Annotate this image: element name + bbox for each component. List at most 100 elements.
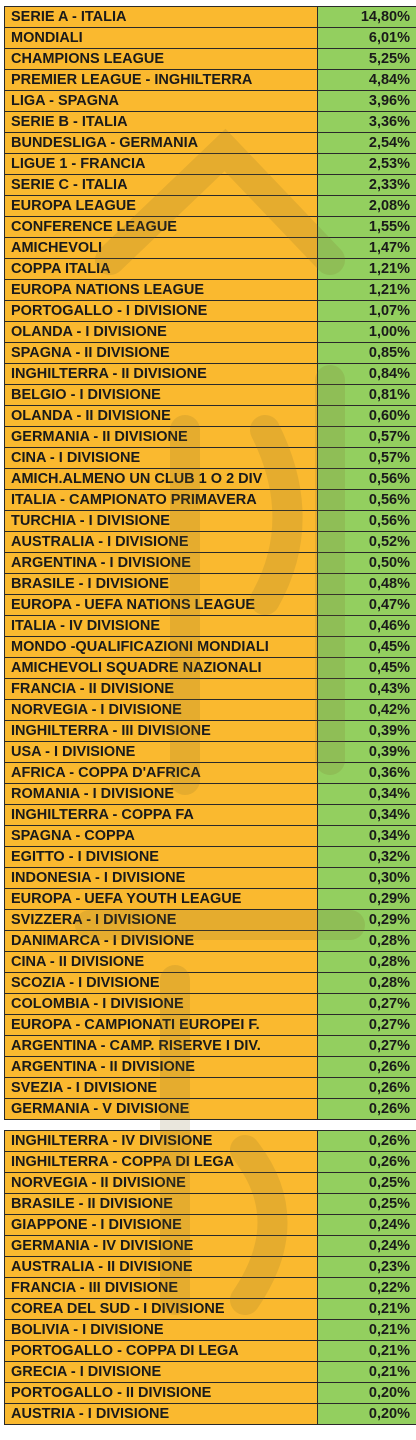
league-percentage-tables: SERIE A - ITALIA 14,80% MONDIALI 6,01% CHAMP… bbox=[4, 6, 416, 1425]
league-percentage-cell: 0,25% bbox=[317, 1193, 416, 1215]
league-percentage-cell: 0,52% bbox=[317, 531, 416, 553]
table-row: BELGIO - I DIVISIONE 0,81% bbox=[4, 384, 416, 406]
table-row: INGHILTERRA - II DIVISIONE 0,84% bbox=[4, 363, 416, 385]
league-name-cell: CINA - I DIVISIONE bbox=[4, 447, 318, 469]
league-name-cell: PORTOGALLO - II DIVISIONE bbox=[4, 1382, 318, 1404]
league-percentage-cell: 0,28% bbox=[317, 972, 416, 994]
league-name-cell: EUROPA - UEFA YOUTH LEAGUE bbox=[4, 888, 318, 910]
league-percentage-cell: 0,26% bbox=[317, 1077, 416, 1099]
league-name-cell: PREMIER LEAGUE - INGHILTERRA bbox=[4, 69, 318, 91]
league-percentage-cell: 1,47% bbox=[317, 237, 416, 259]
league-name-cell: SERIE B - ITALIA bbox=[4, 111, 318, 133]
table-gap bbox=[4, 1120, 408, 1130]
league-name-cell: MONDIALI bbox=[4, 27, 318, 49]
table-row: ITALIA - IV DIVISIONE 0,46% bbox=[4, 615, 416, 637]
league-name-cell: INDONESIA - I DIVISIONE bbox=[4, 867, 318, 889]
league-name-cell: INGHILTERRA - IV DIVISIONE bbox=[4, 1130, 318, 1152]
league-name-cell: AFRICA - COPPA D'AFRICA bbox=[4, 762, 318, 784]
league-name-cell: BRASILE - II DIVISIONE bbox=[4, 1193, 318, 1215]
table-row: GERMANIA - II DIVISIONE 0,57% bbox=[4, 426, 416, 448]
league-name-cell: FRANCIA - II DIVISIONE bbox=[4, 678, 318, 700]
league-percentage-cell: 2,54% bbox=[317, 132, 416, 154]
table-row: SERIE C - ITALIA 2,33% bbox=[4, 174, 416, 196]
table-row: EUROPA - UEFA NATIONS LEAGUE 0,47% bbox=[4, 594, 416, 616]
league-name-cell: BELGIO - I DIVISIONE bbox=[4, 384, 318, 406]
league-percentage-cell: 0,24% bbox=[317, 1235, 416, 1257]
league-percentage-cell: 0,20% bbox=[317, 1382, 416, 1404]
league-name-cell: EUROPA NATIONS LEAGUE bbox=[4, 279, 318, 301]
league-name-cell: LIGUE 1 - FRANCIA bbox=[4, 153, 318, 175]
table-row: EUROPA LEAGUE 2,08% bbox=[4, 195, 416, 217]
league-name-cell: INGHILTERRA - COPPA DI LEGA bbox=[4, 1151, 318, 1173]
league-name-cell: ARGENTINA - CAMP. RISERVE I DIV. bbox=[4, 1035, 318, 1057]
league-name-cell: COLOMBIA - I DIVISIONE bbox=[4, 993, 318, 1015]
league-percentage-cell: 0,28% bbox=[317, 951, 416, 973]
league-percentage-cell: 2,08% bbox=[317, 195, 416, 217]
league-name-cell: GERMANIA - II DIVISIONE bbox=[4, 426, 318, 448]
table-row: PORTOGALLO - COPPA DI LEGA 0,21% bbox=[4, 1340, 416, 1362]
league-percentage-cell: 0,21% bbox=[317, 1319, 416, 1341]
league-percentage-cell: 0,26% bbox=[317, 1151, 416, 1173]
league-percentage-cell: 0,57% bbox=[317, 426, 416, 448]
table-row: INDONESIA - I DIVISIONE 0,30% bbox=[4, 867, 416, 889]
league-percentage-cell: 4,84% bbox=[317, 69, 416, 91]
table-row: SPAGNA - COPPA 0,34% bbox=[4, 825, 416, 847]
table-row: SPAGNA - II DIVISIONE 0,85% bbox=[4, 342, 416, 364]
table-row: SERIE B - ITALIA 3,36% bbox=[4, 111, 416, 133]
league-table-top: SERIE A - ITALIA 14,80% MONDIALI 6,01% CHAMP… bbox=[4, 6, 416, 1120]
table-row: BOLIVIA - I DIVISIONE 0,21% bbox=[4, 1319, 416, 1341]
table-row: AFRICA - COPPA D'AFRICA 0,36% bbox=[4, 762, 416, 784]
league-percentage-cell: 0,22% bbox=[317, 1277, 416, 1299]
league-name-cell: EUROPA - UEFA NATIONS LEAGUE bbox=[4, 594, 318, 616]
league-name-cell: SPAGNA - COPPA bbox=[4, 825, 318, 847]
league-name-cell: LIGA - SPAGNA bbox=[4, 90, 318, 112]
league-percentage-cell: 1,00% bbox=[317, 321, 416, 343]
league-table-top-body: SERIE A - ITALIA 14,80% MONDIALI 6,01% CHAMP… bbox=[4, 6, 416, 1120]
table-row: CINA - I DIVISIONE 0,57% bbox=[4, 447, 416, 469]
league-name-cell: OLANDA - II DIVISIONE bbox=[4, 405, 318, 427]
table-row: INGHILTERRA - IV DIVISIONE 0,26% bbox=[4, 1130, 416, 1152]
league-percentage-cell: 0,81% bbox=[317, 384, 416, 406]
league-percentage-cell: 2,33% bbox=[317, 174, 416, 196]
table-row: AUSTRIA - I DIVISIONE 0,20% bbox=[4, 1403, 416, 1425]
table-row: INGHILTERRA - III DIVISIONE 0,39% bbox=[4, 720, 416, 742]
league-name-cell: EGITTO - I DIVISIONE bbox=[4, 846, 318, 868]
league-percentage-cell: 0,21% bbox=[317, 1361, 416, 1383]
table-row: PORTOGALLO - I DIVISIONE 1,07% bbox=[4, 300, 416, 322]
league-percentage-cell: 1,21% bbox=[317, 279, 416, 301]
league-percentage-cell: 0,34% bbox=[317, 804, 416, 826]
table-row: SVEZIA - I DIVISIONE 0,26% bbox=[4, 1077, 416, 1099]
league-percentage-cell: 0,47% bbox=[317, 594, 416, 616]
table-row: EGITTO - I DIVISIONE 0,32% bbox=[4, 846, 416, 868]
league-percentage-cell: 0,23% bbox=[317, 1256, 416, 1278]
table-row: USA - I DIVISIONE 0,39% bbox=[4, 741, 416, 763]
league-percentage-cell: 1,55% bbox=[317, 216, 416, 238]
league-name-cell: NORVEGIA - I DIVISIONE bbox=[4, 699, 318, 721]
table-row: CONFERENCE LEAGUE 1,55% bbox=[4, 216, 416, 238]
league-percentage-cell: 0,25% bbox=[317, 1172, 416, 1194]
table-row: OLANDA - I DIVISIONE 1,00% bbox=[4, 321, 416, 343]
table-row: GIAPPONE - I DIVISIONE 0,24% bbox=[4, 1214, 416, 1236]
league-percentage-cell: 0,56% bbox=[317, 468, 416, 490]
league-name-cell: COPPA ITALIA bbox=[4, 258, 318, 280]
table-row: GERMANIA - IV DIVISIONE 0,24% bbox=[4, 1235, 416, 1257]
table-row: PREMIER LEAGUE - INGHILTERRA 4,84% bbox=[4, 69, 416, 91]
table-row: MONDIALI 6,01% bbox=[4, 27, 416, 49]
league-name-cell: CHAMPIONS LEAGUE bbox=[4, 48, 318, 70]
league-name-cell: BOLIVIA - I DIVISIONE bbox=[4, 1319, 318, 1341]
table-row: SCOZIA - I DIVISIONE 0,28% bbox=[4, 972, 416, 994]
table-row: INGHILTERRA - COPPA DI LEGA 0,26% bbox=[4, 1151, 416, 1173]
table-row: COPPA ITALIA 1,21% bbox=[4, 258, 416, 280]
league-name-cell: GERMANIA - V DIVISIONE bbox=[4, 1098, 318, 1120]
league-name-cell: SVIZZERA - I DIVISIONE bbox=[4, 909, 318, 931]
table-row: AMICH.ALMENO UN CLUB 1 O 2 DIV 0,56% bbox=[4, 468, 416, 490]
league-percentage-cell: 1,07% bbox=[317, 300, 416, 322]
table-row: ARGENTINA - CAMP. RISERVE I DIV. 0,27% bbox=[4, 1035, 416, 1057]
table-row: EUROPA NATIONS LEAGUE 1,21% bbox=[4, 279, 416, 301]
league-name-cell: OLANDA - I DIVISIONE bbox=[4, 321, 318, 343]
table-row: NORVEGIA - II DIVISIONE 0,25% bbox=[4, 1172, 416, 1194]
league-name-cell: AMICH.ALMENO UN CLUB 1 O 2 DIV bbox=[4, 468, 318, 490]
league-percentage-cell: 0,29% bbox=[317, 909, 416, 931]
league-percentage-cell: 0,48% bbox=[317, 573, 416, 595]
league-name-cell: MONDO -QUALIFICAZIONI MONDIALI bbox=[4, 636, 318, 658]
